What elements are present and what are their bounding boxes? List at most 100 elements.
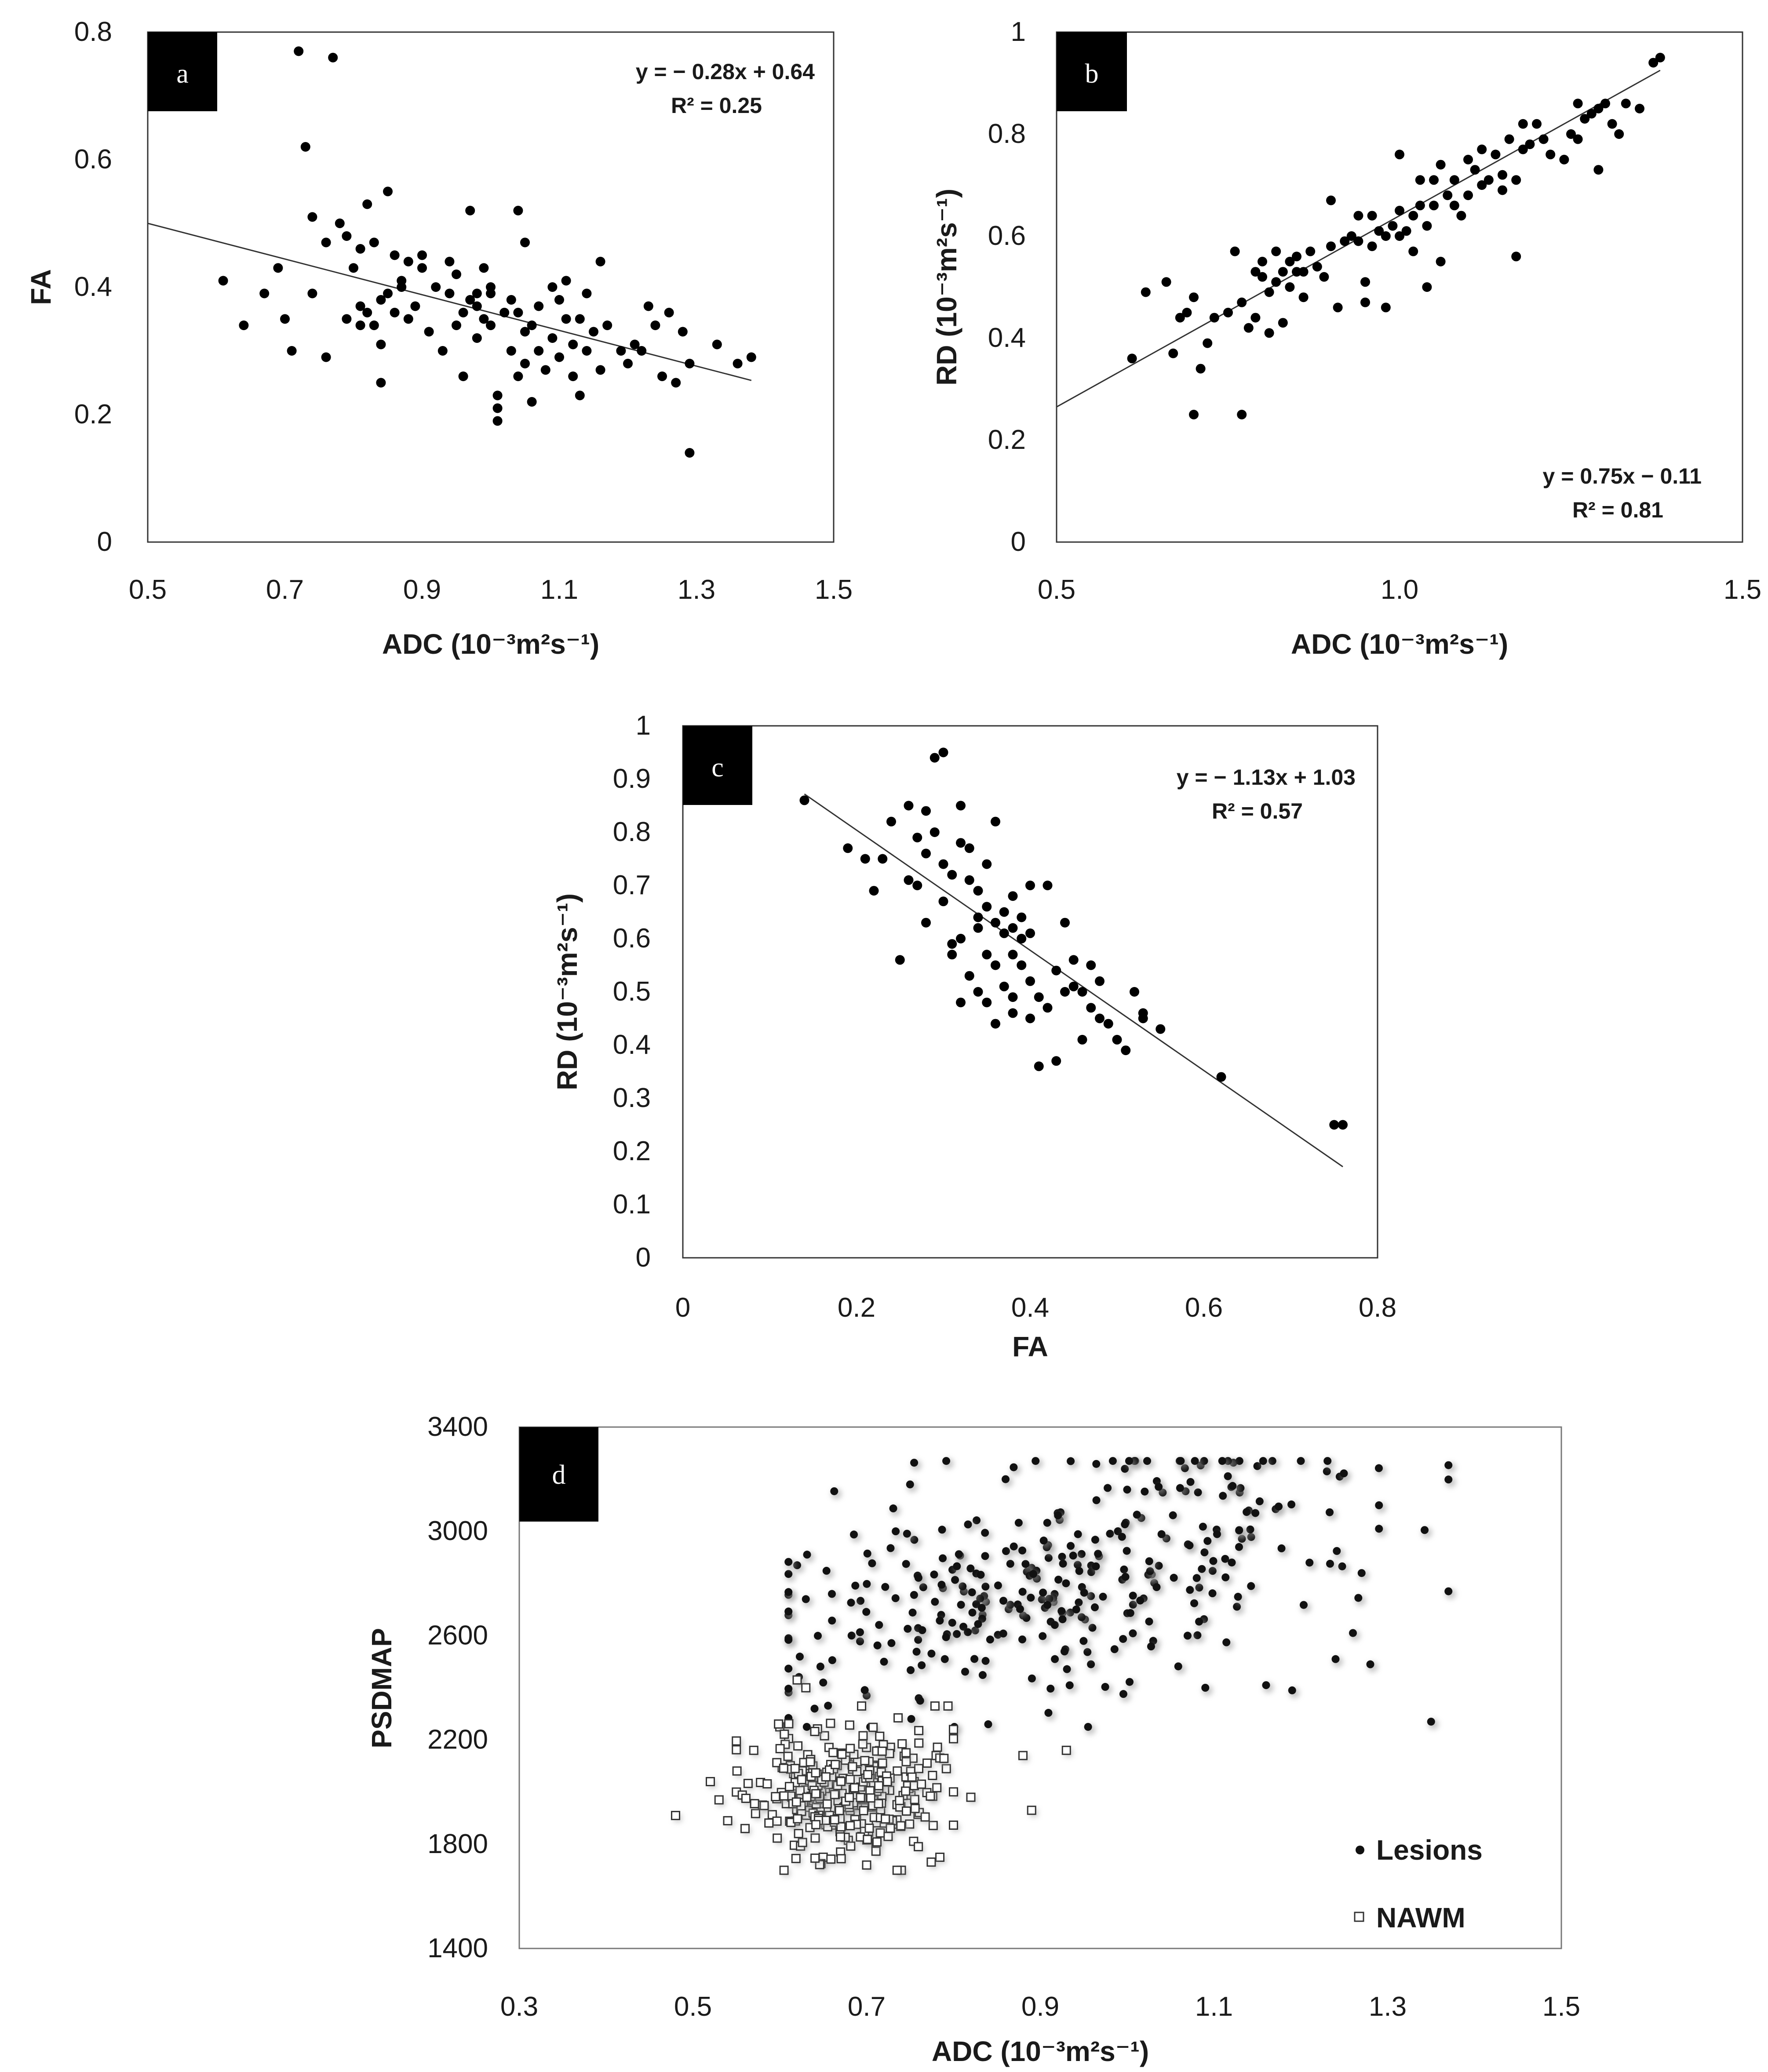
data-point-lesion — [784, 1664, 793, 1673]
y-axis-title: RD (10⁻³m²s⁻¹) — [551, 893, 583, 1090]
data-point-lesion — [1018, 1588, 1027, 1596]
data-point — [1525, 139, 1535, 149]
data-point-lesion — [1224, 1472, 1232, 1480]
data-point — [1408, 211, 1418, 221]
data-point — [869, 886, 879, 896]
data-point-nawm — [859, 1806, 868, 1816]
data-point-lesion — [942, 1457, 951, 1465]
data-point — [1511, 175, 1521, 185]
data-point — [982, 859, 992, 869]
data-point-lesion — [1323, 1457, 1332, 1465]
data-point-lesion — [1357, 1569, 1366, 1577]
data-point — [452, 320, 461, 330]
data-point-nawm — [772, 1758, 782, 1767]
data-point — [1271, 277, 1281, 287]
data-point — [1449, 200, 1459, 211]
data-point-lesion — [1110, 1645, 1119, 1653]
data-point-lesion — [1143, 1457, 1152, 1465]
data-point-nawm — [875, 1828, 885, 1838]
data-point-nawm — [835, 1832, 845, 1842]
data-point-lesion — [918, 1661, 926, 1669]
data-point — [746, 352, 756, 362]
data-point — [534, 346, 544, 356]
data-point — [513, 371, 523, 381]
data-point-nawm — [845, 1720, 854, 1730]
data-point — [534, 301, 544, 311]
data-point-lesion — [863, 1580, 871, 1588]
data-point — [568, 371, 578, 381]
data-point — [1034, 992, 1044, 1002]
data-point — [492, 416, 503, 426]
data-point-lesion — [828, 1590, 836, 1598]
data-point-nawm — [907, 1772, 917, 1782]
data-point — [1580, 114, 1590, 124]
data-point-nawm — [826, 1854, 836, 1864]
data-point — [554, 295, 564, 305]
data-point-nawm — [836, 1854, 846, 1864]
data-point-lesion — [810, 1704, 819, 1713]
data-point-nawm — [836, 1777, 846, 1786]
x-tick-label: 1.1 — [1195, 1992, 1233, 2022]
data-point — [1161, 277, 1171, 287]
data-point-lesion — [1199, 1522, 1207, 1531]
data-point-lesion — [1043, 1518, 1051, 1527]
data-point-nawm — [949, 1787, 958, 1797]
data-point-lesion — [1043, 1601, 1052, 1609]
data-point-lesion — [902, 1560, 910, 1568]
data-point — [355, 301, 365, 311]
data-point-lesion — [881, 1583, 889, 1591]
data-point-lesion — [1129, 1591, 1137, 1600]
y-tick-label: 2600 — [427, 1620, 488, 1650]
data-point — [1429, 200, 1439, 211]
data-point-lesion — [1275, 1502, 1283, 1511]
data-point-lesion — [1323, 1467, 1331, 1475]
data-point — [492, 403, 503, 413]
data-point — [582, 288, 592, 299]
data-point — [1621, 98, 1631, 109]
x-tick-label: 0.8 — [1359, 1293, 1396, 1323]
data-point — [921, 806, 931, 816]
data-point-nawm — [901, 1806, 911, 1816]
data-point — [947, 950, 957, 960]
data-point — [637, 346, 647, 356]
data-point-lesion — [1297, 1457, 1305, 1465]
data-point-lesion — [1221, 1555, 1229, 1563]
data-point-nawm — [793, 1741, 803, 1751]
data-point-lesion — [1032, 1457, 1040, 1465]
data-point — [1463, 190, 1473, 200]
data-point — [575, 314, 585, 324]
data-point-lesion — [1208, 1567, 1217, 1575]
data-point-lesion — [1366, 1660, 1374, 1668]
data-point — [1285, 257, 1295, 266]
data-point-lesion — [959, 1623, 968, 1631]
data-point-lesion — [1213, 1530, 1221, 1538]
r-squared: R² = 0.81 — [1572, 498, 1663, 522]
data-point — [1566, 129, 1576, 139]
data-point-lesion — [1326, 1508, 1334, 1516]
data-point — [1456, 211, 1466, 221]
data-point — [921, 918, 931, 928]
panel-label: c — [711, 753, 724, 783]
data-point — [678, 327, 688, 337]
data-point-nawm — [868, 1722, 878, 1732]
data-point-lesion — [880, 1657, 888, 1666]
data-point-lesion — [1277, 1544, 1286, 1552]
data-point-lesion — [1141, 1487, 1149, 1496]
data-point — [602, 320, 612, 330]
data-point — [1415, 175, 1425, 185]
data-point — [657, 371, 667, 381]
data-point-nawm — [895, 1795, 904, 1805]
data-point-lesion — [986, 1635, 994, 1644]
data-point-lesion — [847, 1631, 856, 1640]
data-point-lesion — [1331, 1655, 1340, 1663]
y-tick-label: 0.8 — [74, 17, 112, 47]
data-point — [1086, 1003, 1096, 1013]
data-point — [1250, 313, 1261, 323]
data-point-lesion — [1075, 1567, 1083, 1575]
x-tick-label: 1.5 — [1542, 1992, 1580, 2022]
data-point — [321, 237, 331, 248]
data-point-lesion — [1121, 1520, 1129, 1529]
data-point-lesion — [1083, 1648, 1092, 1656]
legend-marker-nawm — [1354, 1912, 1364, 1922]
data-point-nawm — [926, 1857, 936, 1867]
